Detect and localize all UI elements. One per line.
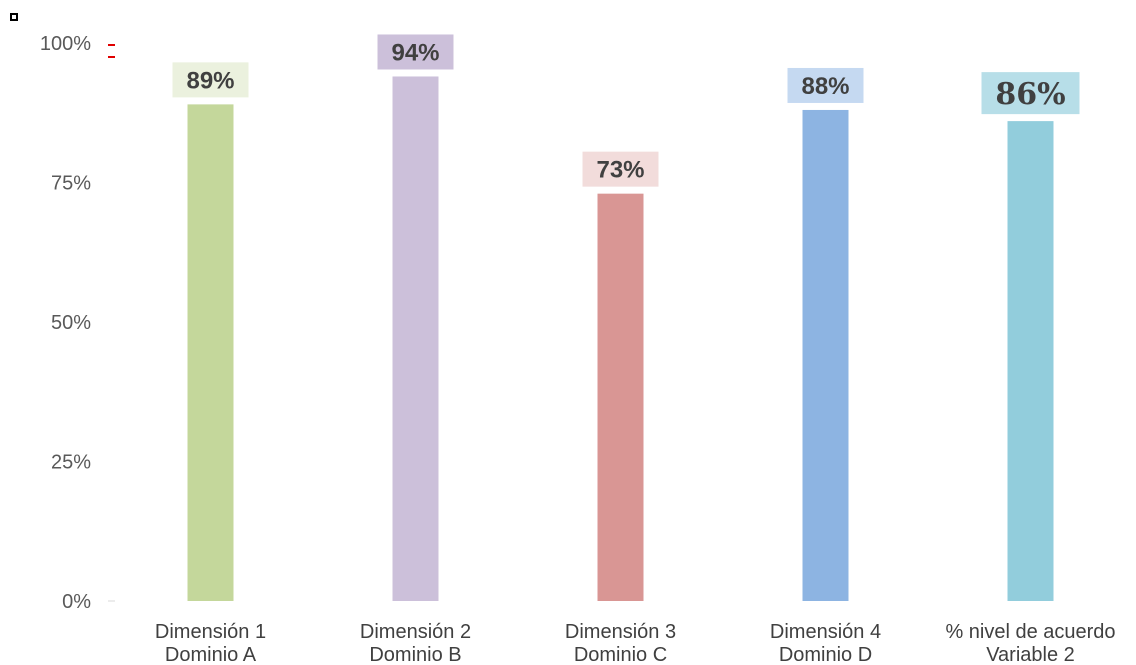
bars: [187, 76, 1054, 602]
y-tick-label: 50%: [51, 312, 91, 334]
data-label-background: [981, 72, 1080, 115]
data-label: 89%: [186, 67, 234, 94]
bar: [802, 109, 849, 602]
y-tick-label: 100%: [40, 33, 91, 55]
data-label: 94%: [391, 39, 439, 66]
category-label: Dimensión 2: [360, 621, 471, 643]
bar: [1007, 121, 1054, 602]
chart-corner-handle: [10, 13, 18, 21]
y-tick-label: 0%: [62, 591, 91, 613]
category-label: Variable 2: [986, 644, 1075, 665]
data-label: 73%: [596, 157, 644, 184]
category-label: Dominio A: [165, 644, 257, 665]
bar: [392, 76, 439, 602]
data-label-background: [582, 151, 659, 187]
data-label-background: [787, 67, 864, 103]
category-label: Dominio C: [574, 644, 667, 665]
bar: [597, 193, 644, 601]
category-label: Dimensión 3: [565, 621, 676, 643]
bar: [187, 104, 234, 601]
axis-marker: [108, 44, 115, 58]
y-axis: 0% 25% 50% 75% 100%: [40, 33, 115, 613]
category-label: % nivel de acuerdo: [945, 621, 1115, 643]
y-tick-label: 25%: [51, 452, 91, 474]
category-label: Dimensión 1: [155, 621, 266, 643]
data-label-background: [377, 34, 454, 70]
category-label: Dimensión 4: [770, 621, 881, 643]
data-labels: 89% 94% 73% 88% 86%: [172, 34, 1080, 187]
category-label: Dominio D: [779, 644, 872, 665]
category-label: Dominio B: [369, 644, 461, 665]
data-label-background: [172, 62, 249, 98]
data-label: 88%: [801, 73, 849, 100]
y-tick-label: 75%: [51, 173, 91, 195]
data-label: 86%: [995, 77, 1065, 112]
